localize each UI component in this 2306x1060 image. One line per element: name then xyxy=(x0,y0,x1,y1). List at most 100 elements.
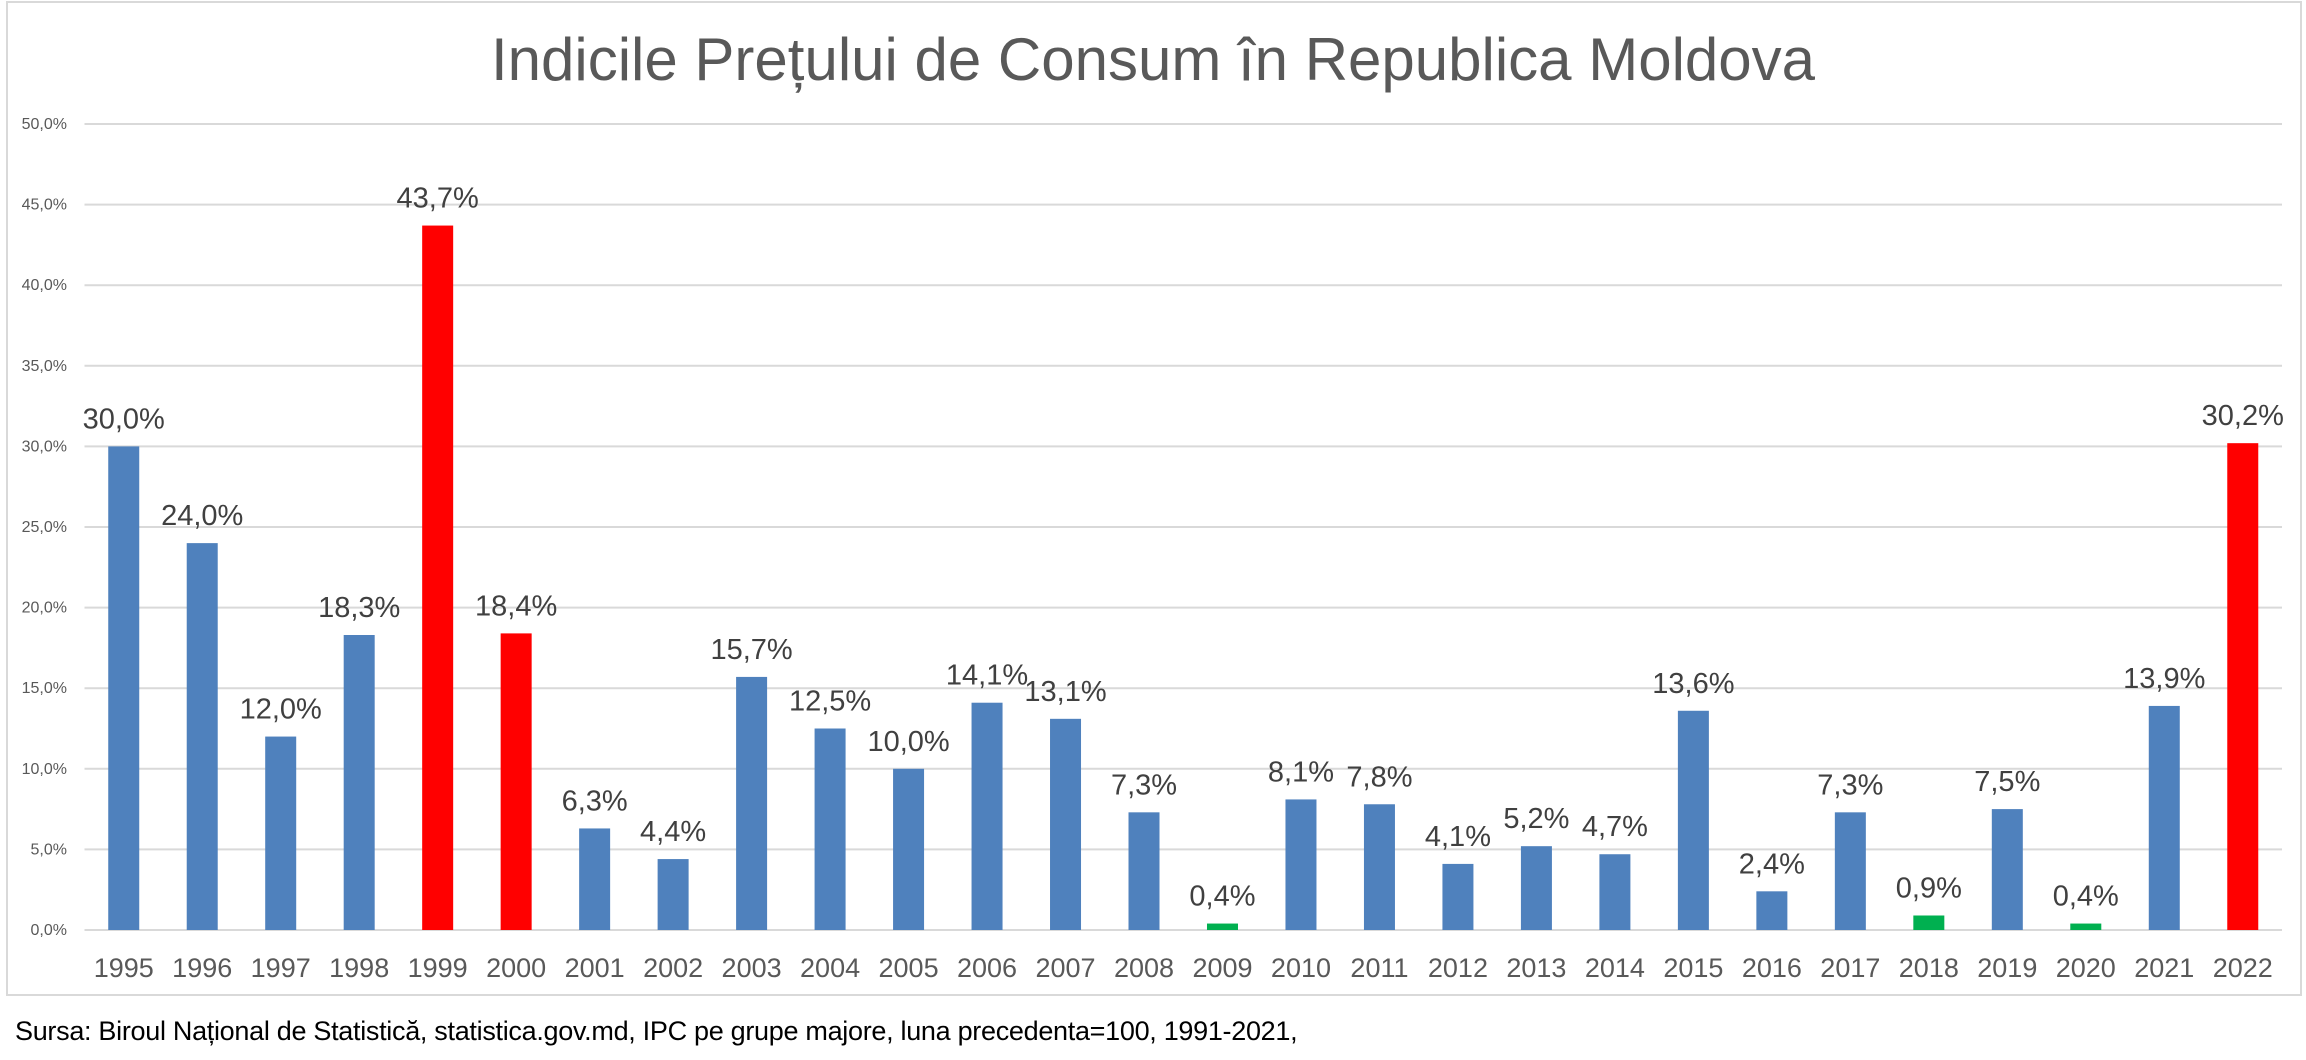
data-label-2021: 13,9% xyxy=(2123,663,2205,695)
y-tick-label: 35,0% xyxy=(22,358,67,375)
x-tick-label: 2018 xyxy=(1899,953,1959,983)
bar-1999 xyxy=(422,225,454,930)
bar-2018 xyxy=(1913,915,1945,930)
data-label-2015: 13,6% xyxy=(1652,668,1734,700)
bar-2013 xyxy=(1520,846,1552,930)
y-tick-label: 10,0% xyxy=(22,761,67,778)
x-tick-label: 1997 xyxy=(251,953,311,983)
x-tick-label: 2013 xyxy=(1506,953,1566,983)
data-label-1996: 24,0% xyxy=(161,500,243,532)
data-label-2010: 8,1% xyxy=(1268,756,1334,788)
x-tick-label: 2011 xyxy=(1350,953,1408,983)
x-tick-label: 2016 xyxy=(1742,953,1802,983)
x-tick-label: 2003 xyxy=(722,953,782,983)
gridlines xyxy=(84,123,2282,931)
bar-2007 xyxy=(1050,718,1082,930)
bar-2014 xyxy=(1599,854,1631,930)
data-label-2016: 2,4% xyxy=(1739,848,1805,880)
x-tick-label: 2009 xyxy=(1192,953,1252,983)
x-tick-label: 2006 xyxy=(957,953,1017,983)
x-tick-label: 2000 xyxy=(486,953,546,983)
data-label-1999: 43,7% xyxy=(397,183,479,215)
bar-2022 xyxy=(2227,443,2259,930)
x-tick-label: 2001 xyxy=(565,953,625,983)
data-label-2006: 14,1% xyxy=(946,660,1028,692)
data-label-2019: 7,5% xyxy=(1974,766,2040,798)
bar-2001 xyxy=(579,828,611,930)
data-label-2001: 6,3% xyxy=(562,785,628,817)
data-label-2004: 12,5% xyxy=(789,686,871,718)
x-tick-label: 2015 xyxy=(1663,953,1723,983)
y-tick-label: 15,0% xyxy=(22,680,67,697)
data-label-2008: 7,3% xyxy=(1111,769,1177,801)
bar-2004 xyxy=(814,728,846,930)
data-label-2013: 5,2% xyxy=(1503,803,1569,835)
bar-2005 xyxy=(893,768,925,930)
x-tick-label: 1996 xyxy=(172,953,232,983)
data-label-2009: 0,4% xyxy=(1189,881,1255,913)
x-tick-label: 2004 xyxy=(800,953,860,983)
y-tick-label: 50,0% xyxy=(22,116,67,133)
x-tick-label: 2014 xyxy=(1585,953,1645,983)
x-tick-label: 2021 xyxy=(2134,953,2194,983)
bar-2011 xyxy=(1363,804,1395,930)
bar-2002 xyxy=(657,859,689,930)
bar-2021 xyxy=(2148,705,2180,930)
data-label-2007: 13,1% xyxy=(1024,676,1106,708)
data-label-2018: 0,9% xyxy=(1896,872,1962,904)
data-label-2014: 4,7% xyxy=(1582,811,1648,843)
x-tick-label: 2012 xyxy=(1428,953,1488,983)
data-label-2022: 30,2% xyxy=(2202,400,2284,432)
data-label-2012: 4,1% xyxy=(1425,821,1491,853)
data-label-2017: 7,3% xyxy=(1817,769,1883,801)
x-tick-label: 2008 xyxy=(1114,953,1174,983)
data-label-1997: 12,0% xyxy=(240,694,322,726)
data-label-2011: 7,8% xyxy=(1346,761,1412,793)
x-tick-label: 2010 xyxy=(1271,953,1331,983)
bar-2006 xyxy=(971,702,1003,930)
data-label-2020: 0,4% xyxy=(2053,881,2119,913)
y-axis-ticks: 0,0% 5,0% 10,0% 15,0% 20,0% 25,0% 30,0% 35,0% 40… xyxy=(22,116,67,939)
bar-2019 xyxy=(1991,809,2023,930)
y-tick-label: 0,0% xyxy=(31,922,67,939)
bar-2009 xyxy=(1206,923,1238,930)
x-tick-label: 2017 xyxy=(1820,953,1880,983)
data-label-2000: 18,4% xyxy=(475,590,557,622)
x-tick-label: 1999 xyxy=(408,953,468,983)
data-label-2003: 15,7% xyxy=(710,634,792,666)
bar-2017 xyxy=(1834,812,1866,930)
bar-2012 xyxy=(1442,863,1474,930)
bar-1997 xyxy=(265,736,297,930)
bars xyxy=(108,225,2259,930)
data-labels: 30,0% 24,0% 12,0% 18,3% 43,7% 18,4% 6,3% 4,4% 15… xyxy=(83,183,2284,913)
bar-2010 xyxy=(1285,799,1317,930)
bar-1998 xyxy=(343,635,375,930)
bar-2016 xyxy=(1756,891,1788,930)
data-label-1998: 18,3% xyxy=(318,592,400,624)
x-tick-label: 1995 xyxy=(94,953,154,983)
data-label-2005: 10,0% xyxy=(867,726,949,758)
x-tick-label: 1998 xyxy=(329,953,389,983)
y-tick-label: 45,0% xyxy=(22,197,67,214)
x-tick-label: 2007 xyxy=(1035,953,1095,983)
x-tick-label: 2020 xyxy=(2056,953,2116,983)
bar-2000 xyxy=(500,633,532,930)
y-tick-label: 40,0% xyxy=(22,277,67,294)
x-tick-label: 2002 xyxy=(643,953,703,983)
chart-title: Indicile Prețului de Consum în Republica… xyxy=(491,26,1816,93)
data-label-2002: 4,4% xyxy=(640,816,706,848)
y-tick-label: 20,0% xyxy=(22,600,67,617)
x-tick-label: 2019 xyxy=(1977,953,2037,983)
data-label-1995: 30,0% xyxy=(83,403,165,435)
x-tick-label: 2005 xyxy=(879,953,939,983)
bar-chart: Indicile Prețului de Consum în Republica… xyxy=(22,26,2284,983)
bar-2008 xyxy=(1128,812,1160,930)
bar-2015 xyxy=(1677,710,1709,930)
x-tick-label: 2022 xyxy=(2213,953,2273,983)
bar-1995 xyxy=(108,446,140,930)
x-axis-ticks: 1995 1996 1997 1998 1999 2000 2001 2002 2003 2004… xyxy=(94,953,2273,983)
source-note: Sursa: Biroul Național de Statistică, st… xyxy=(15,1016,1298,1046)
bar-1996 xyxy=(186,543,218,930)
bar-2020 xyxy=(2070,923,2102,930)
y-tick-label: 30,0% xyxy=(22,438,67,455)
